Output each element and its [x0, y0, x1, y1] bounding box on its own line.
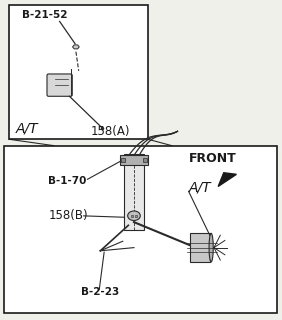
- Ellipse shape: [128, 211, 140, 220]
- Text: A/T: A/T: [189, 181, 211, 195]
- Text: B-2-23: B-2-23: [81, 287, 119, 297]
- FancyBboxPatch shape: [47, 74, 72, 96]
- Polygon shape: [218, 173, 236, 187]
- Text: B-21-52: B-21-52: [22, 10, 67, 20]
- Polygon shape: [72, 45, 79, 49]
- Bar: [3, 146, 277, 313]
- Ellipse shape: [209, 233, 213, 262]
- Text: B-1-70: B-1-70: [49, 176, 87, 186]
- Bar: [124, 154, 144, 230]
- Text: 158(B): 158(B): [49, 209, 88, 222]
- Bar: [9, 5, 148, 139]
- Text: 158(A): 158(A): [91, 125, 130, 139]
- Text: A/T: A/T: [16, 122, 39, 136]
- Bar: [190, 233, 210, 262]
- Text: FRONT: FRONT: [189, 152, 236, 164]
- Bar: [120, 155, 148, 165]
